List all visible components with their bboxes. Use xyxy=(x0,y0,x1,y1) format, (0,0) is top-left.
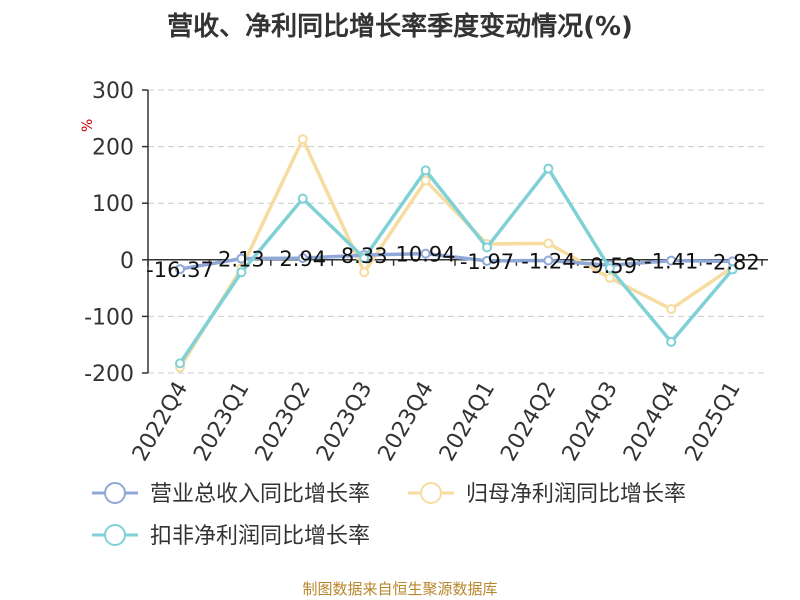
chart-title: 营收、净利同比增长率季度变动情况(%) xyxy=(167,12,633,42)
legend-label: 营业总收入同比增长率 xyxy=(150,482,370,507)
data-point xyxy=(297,193,308,204)
data-point xyxy=(297,253,308,264)
legend-label: 扣非净利润同比增长率 xyxy=(150,524,370,549)
data-label: -9.59 xyxy=(583,254,637,278)
y-tick-label: -200 xyxy=(84,362,134,387)
x-tick-label: 2025Q1 xyxy=(680,378,745,466)
legend-item: 营业总收入同比增长率 xyxy=(92,482,370,507)
data-point xyxy=(543,163,554,174)
y-tick-label: 100 xyxy=(92,192,134,217)
data-point xyxy=(727,264,738,275)
series-line xyxy=(179,251,733,271)
source-note: 制图数据来自恒生聚源数据库 xyxy=(302,580,498,598)
data-label: 8.33 xyxy=(341,244,388,268)
data-point xyxy=(604,263,615,274)
data-label: 10.94 xyxy=(396,243,456,267)
x-tick-label: 2023Q3 xyxy=(312,378,377,466)
data-labels: -16.37 2.13 2.94 8.33 10.94 -1.97 -1.24 -9.59 -1… xyxy=(146,243,760,282)
legend-label: 归母净利润同比增长率 xyxy=(466,482,686,507)
data-point xyxy=(543,255,554,266)
legend-marker xyxy=(104,482,126,504)
x-tick-label: 2024Q4 xyxy=(619,378,684,466)
x-tick-labels: 2022Q42023Q12023Q22023Q32023Q42024Q12024… xyxy=(128,377,746,465)
x-tick-label: 2023Q1 xyxy=(189,378,254,466)
x-tick-label: 2024Q1 xyxy=(435,378,500,466)
data-label: -2.82 xyxy=(705,250,759,274)
data-point xyxy=(359,253,370,264)
data-point xyxy=(175,358,185,369)
data-point xyxy=(420,175,431,186)
series-line xyxy=(178,137,734,369)
data-point xyxy=(236,267,247,278)
y-axis-label: % xyxy=(80,119,96,132)
legend-item: 扣非净利润同比增长率 xyxy=(92,524,370,549)
data-point xyxy=(482,255,492,266)
data-label: -1.97 xyxy=(460,250,514,274)
x-tick-label: 2023Q4 xyxy=(373,377,438,465)
data-point xyxy=(359,267,370,278)
data-point xyxy=(604,272,615,283)
x-tick-label: 2023Q2 xyxy=(251,378,316,466)
x-tick-label: 2022Q4 xyxy=(128,378,193,466)
data-point xyxy=(482,242,492,253)
data-label: -16.37 xyxy=(146,258,214,282)
data-label: -1.41 xyxy=(644,250,698,274)
y-tick-label: 200 xyxy=(92,136,134,161)
y-tick-label: 300 xyxy=(92,79,134,104)
y-tick-label: -100 xyxy=(84,305,134,330)
x-tick-label: 2024Q3 xyxy=(558,378,623,466)
y-tick-labels: -200 -100 0 100 200 300 xyxy=(84,79,134,387)
data-label: 2.13 xyxy=(218,248,265,272)
data-point xyxy=(543,238,554,249)
legend-marker xyxy=(420,482,442,504)
gridlines xyxy=(148,89,768,374)
data-point xyxy=(420,165,431,176)
y-tick-label: 0 xyxy=(120,249,134,274)
x-tick-label: 2024Q2 xyxy=(496,378,561,466)
data-point xyxy=(420,248,431,259)
data-label: -1.24 xyxy=(521,250,575,274)
data-point xyxy=(666,336,677,347)
series-lines xyxy=(175,134,738,373)
legend-marker xyxy=(104,524,126,546)
data-point xyxy=(236,253,247,264)
legend-item: 归母净利润同比增长率 xyxy=(408,482,686,507)
series-line xyxy=(178,166,734,365)
data-label: 2.94 xyxy=(279,247,326,271)
data-point xyxy=(666,304,677,315)
data-point xyxy=(175,264,185,275)
data-point xyxy=(297,134,308,145)
data-point xyxy=(666,255,677,266)
axes xyxy=(142,89,768,374)
